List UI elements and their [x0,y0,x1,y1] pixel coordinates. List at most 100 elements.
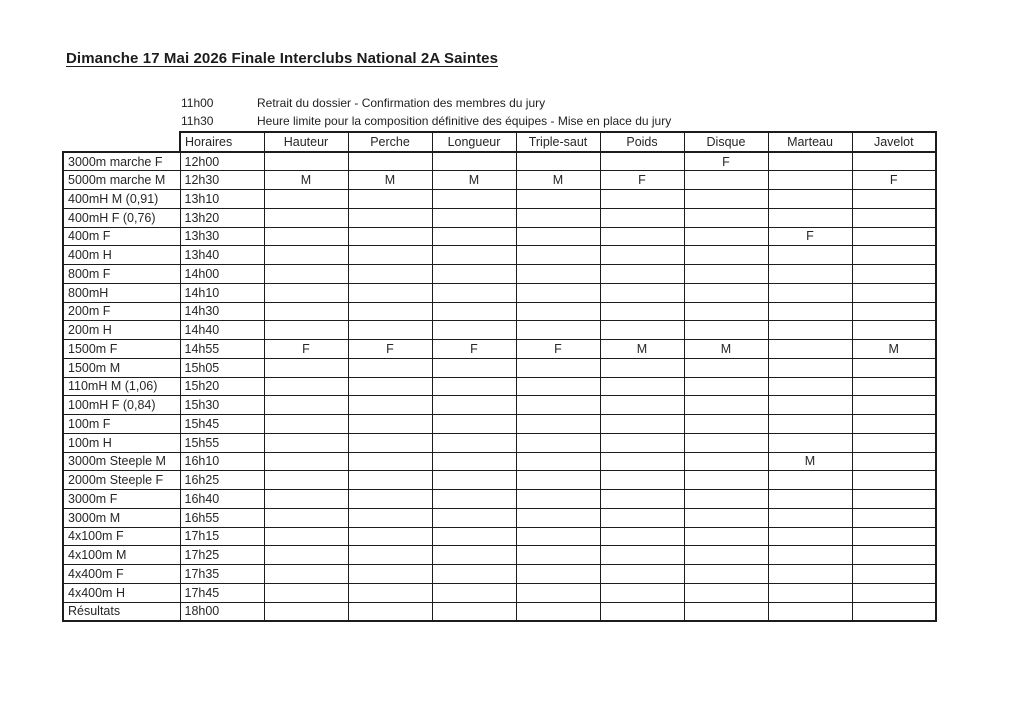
gender-mark-cell [515,357,601,378]
time-cell: 16h25 [179,470,265,490]
time-cell: 15h45 [179,414,265,434]
gender-mark-cell [347,507,433,528]
gender-mark-cell [851,470,937,490]
gender-mark-cell [767,545,853,565]
gender-mark-cell [599,414,685,434]
gender-mark-cell [347,376,433,397]
gender-mark-cell [347,264,433,284]
gender-mark-cell [599,264,685,284]
event-name-cell: 100m F [62,414,181,434]
gender-mark-cell [599,395,685,415]
gender-mark-cell [851,451,937,472]
schedule-row: 200m F 14h30 [62,301,937,322]
gender-mark-cell [515,451,601,472]
event-name-cell: 1500m M [62,357,181,378]
gender-mark-cell [431,282,517,303]
gender-mark-cell [347,451,433,472]
gender-mark-cell [347,545,433,565]
time-cell: 18h00 [179,601,265,622]
gender-mark-cell [347,470,433,490]
column-header-hauteur: Hauteur [263,131,349,153]
column-header-longueur: Longueur [431,131,517,153]
gender-mark-cell [683,564,769,584]
event-name-cell: 100m H [62,432,181,453]
gender-mark-cell [851,151,937,172]
schedule-row: 400mH F (0,76) 13h20 [62,207,937,228]
gender-mark-cell [431,432,517,453]
gender-mark-cell [683,507,769,528]
gender-mark-cell [851,545,937,565]
gender-mark-cell [851,489,937,509]
gender-mark-cell [431,151,517,172]
schedule-row: 1500m F 14h55 F F F F M M M [62,339,937,359]
gender-mark-cell [515,545,601,565]
gender-mark-cell [767,245,853,265]
gender-mark-cell [683,582,769,603]
column-header-triple-saut: Triple-saut [515,131,601,153]
gender-mark-cell [767,282,853,303]
event-name-cell: 2000m Steeple F [62,470,181,490]
gender-mark-cell [515,376,601,397]
column-header-horaires: Horaires [179,131,265,153]
note-text: Retrait du dossier - Confirmation des me… [257,96,546,110]
time-cell: 17h45 [179,582,265,603]
column-header-poids: Poids [599,131,685,153]
gender-mark-cell: M [431,170,517,190]
gender-mark-cell [263,470,349,490]
gender-mark-cell [851,357,937,378]
schedule-row: 100m F 15h45 [62,414,937,434]
gender-mark-cell [263,376,349,397]
gender-mark-cell [599,301,685,322]
gender-mark-cell [431,564,517,584]
gender-mark-cell [347,601,433,622]
time-cell: 15h55 [179,432,265,453]
gender-mark-cell [263,282,349,303]
gender-mark-cell [347,301,433,322]
gender-mark-cell [515,395,601,415]
schedule-row: 3000m M 16h55 [62,507,937,528]
gender-mark-cell [263,264,349,284]
gender-mark-cell [515,189,601,209]
gender-mark-cell [599,526,685,547]
gender-mark-cell [263,582,349,603]
gender-mark-cell [767,207,853,228]
schedule-row: 100m H 15h55 [62,432,937,453]
gender-mark-cell: F [851,170,937,190]
gender-mark-cell: F [431,339,517,359]
gender-mark-cell [431,451,517,472]
gender-mark-cell [599,470,685,490]
gender-mark-cell [515,432,601,453]
gender-mark-cell [599,245,685,265]
column-header-marteau: Marteau [767,131,853,153]
schedule-row: 3000m Steeple M 16h10 M [62,451,937,472]
gender-mark-cell [515,245,601,265]
gender-mark-cell [347,207,433,228]
gender-mark-cell [851,526,937,547]
gender-mark-cell [683,601,769,622]
gender-mark-cell [263,507,349,528]
schedule-row: 400m F 13h30 F [62,226,937,247]
gender-mark-cell [851,564,937,584]
time-cell: 16h55 [179,507,265,528]
time-cell: 17h15 [179,526,265,547]
schedule-row: 5000m marche M 12h30 M M M M F F [62,170,937,190]
gender-mark-cell [851,189,937,209]
gender-mark-cell [683,545,769,565]
gender-mark-cell [767,395,853,415]
gender-mark-cell [347,282,433,303]
gender-mark-cell [767,320,853,340]
gender-mark-cell: F [347,339,433,359]
event-name-cell: 400mH M (0,91) [62,189,181,209]
schedule-row: 4x100m F 17h15 [62,526,937,547]
gender-mark-cell [599,226,685,247]
event-name-cell: 110mH M (1,06) [62,376,181,397]
event-name-cell: 4x100m M [62,545,181,565]
gender-mark-cell [515,301,601,322]
pre-table-notes: 11h00 Retrait du dossier - Confirmation … [181,94,671,130]
event-name-cell: 3000m F [62,489,181,509]
time-cell: 17h25 [179,545,265,565]
gender-mark-cell [347,489,433,509]
time-cell: 14h55 [179,339,265,359]
gender-mark-cell [599,376,685,397]
time-cell: 13h10 [179,189,265,209]
